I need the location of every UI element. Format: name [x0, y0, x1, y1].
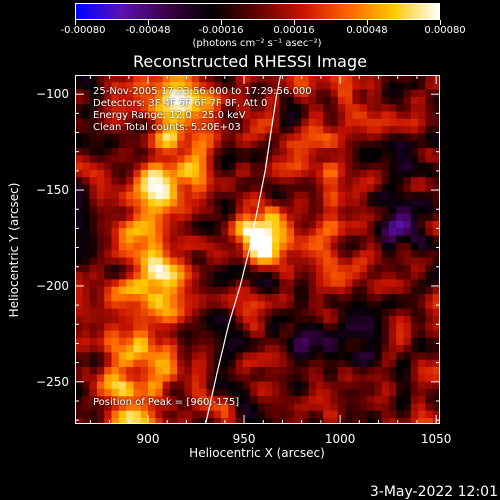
- y-axis-label: Heliocentric Y (arcsec): [7, 182, 21, 318]
- colorbar-tick-label: -0.00016: [198, 25, 244, 36]
- colorbar: -0.00080 -0.00048 -0.00016 0.00016 0.00048 0.…: [0, 0, 500, 60]
- info-peak: Position of Peak = [960,-175]: [93, 397, 240, 408]
- timestamp: 3-May-2022 12:01: [369, 484, 498, 500]
- x-tick-label: 1050: [420, 432, 452, 446]
- y-tick-label: −150: [36, 183, 69, 198]
- x-tick-label: 950: [232, 432, 256, 446]
- colorbar-tick-label: 0.00016: [273, 25, 315, 36]
- info-energy: Energy Range: 12.0 - 25.0 keV: [93, 110, 246, 121]
- heatmap: [75, 75, 440, 424]
- plot-frame: [75, 75, 440, 424]
- x-axis-label: Heliocentric X (arcsec): [189, 446, 325, 460]
- colorbar-tick: [293, 20, 295, 25]
- colorbar-tick: [220, 20, 222, 25]
- chart-title: Reconstructed RHESSI Image: [133, 52, 367, 71]
- info-detectors: Detectors: 3F 4F 5F 6F 7F 8F, Att 0: [93, 98, 268, 109]
- y-tick-label: −250: [36, 374, 69, 389]
- colorbar-tick: [147, 20, 149, 25]
- colorbar-tick-label: 0.00048: [346, 25, 388, 36]
- colorbar-tick-label: 0.00080: [424, 25, 466, 36]
- colorbar-tick-label: -0.00048: [125, 25, 171, 36]
- colorbar-tick: [366, 20, 368, 25]
- info-clean: Clean Total counts: 5.20E+03: [93, 122, 241, 133]
- colorbar-gradient: [75, 3, 440, 20]
- info-time: 25-Nov-2005 17:23:56.000 to 17:29:56.000: [93, 86, 312, 97]
- x-tick-label: 1000: [324, 432, 356, 446]
- colorbar-tick: [74, 20, 76, 25]
- y-tick-label: −100: [36, 87, 69, 102]
- colorbar-tick-label: -0.00080: [60, 25, 106, 36]
- x-tick-label: 900: [136, 432, 160, 446]
- colorbar-tick: [439, 20, 441, 25]
- y-tick-label: −200: [36, 278, 69, 293]
- colorbar-units: (photons cm⁻² s⁻¹ asec⁻²): [192, 38, 322, 49]
- heatmap-cells: [75, 75, 440, 424]
- plot-area: 25-Nov-2005 17:23:56.000 to 17:29:56.000…: [75, 75, 440, 424]
- solar-limb-line: [205, 75, 282, 424]
